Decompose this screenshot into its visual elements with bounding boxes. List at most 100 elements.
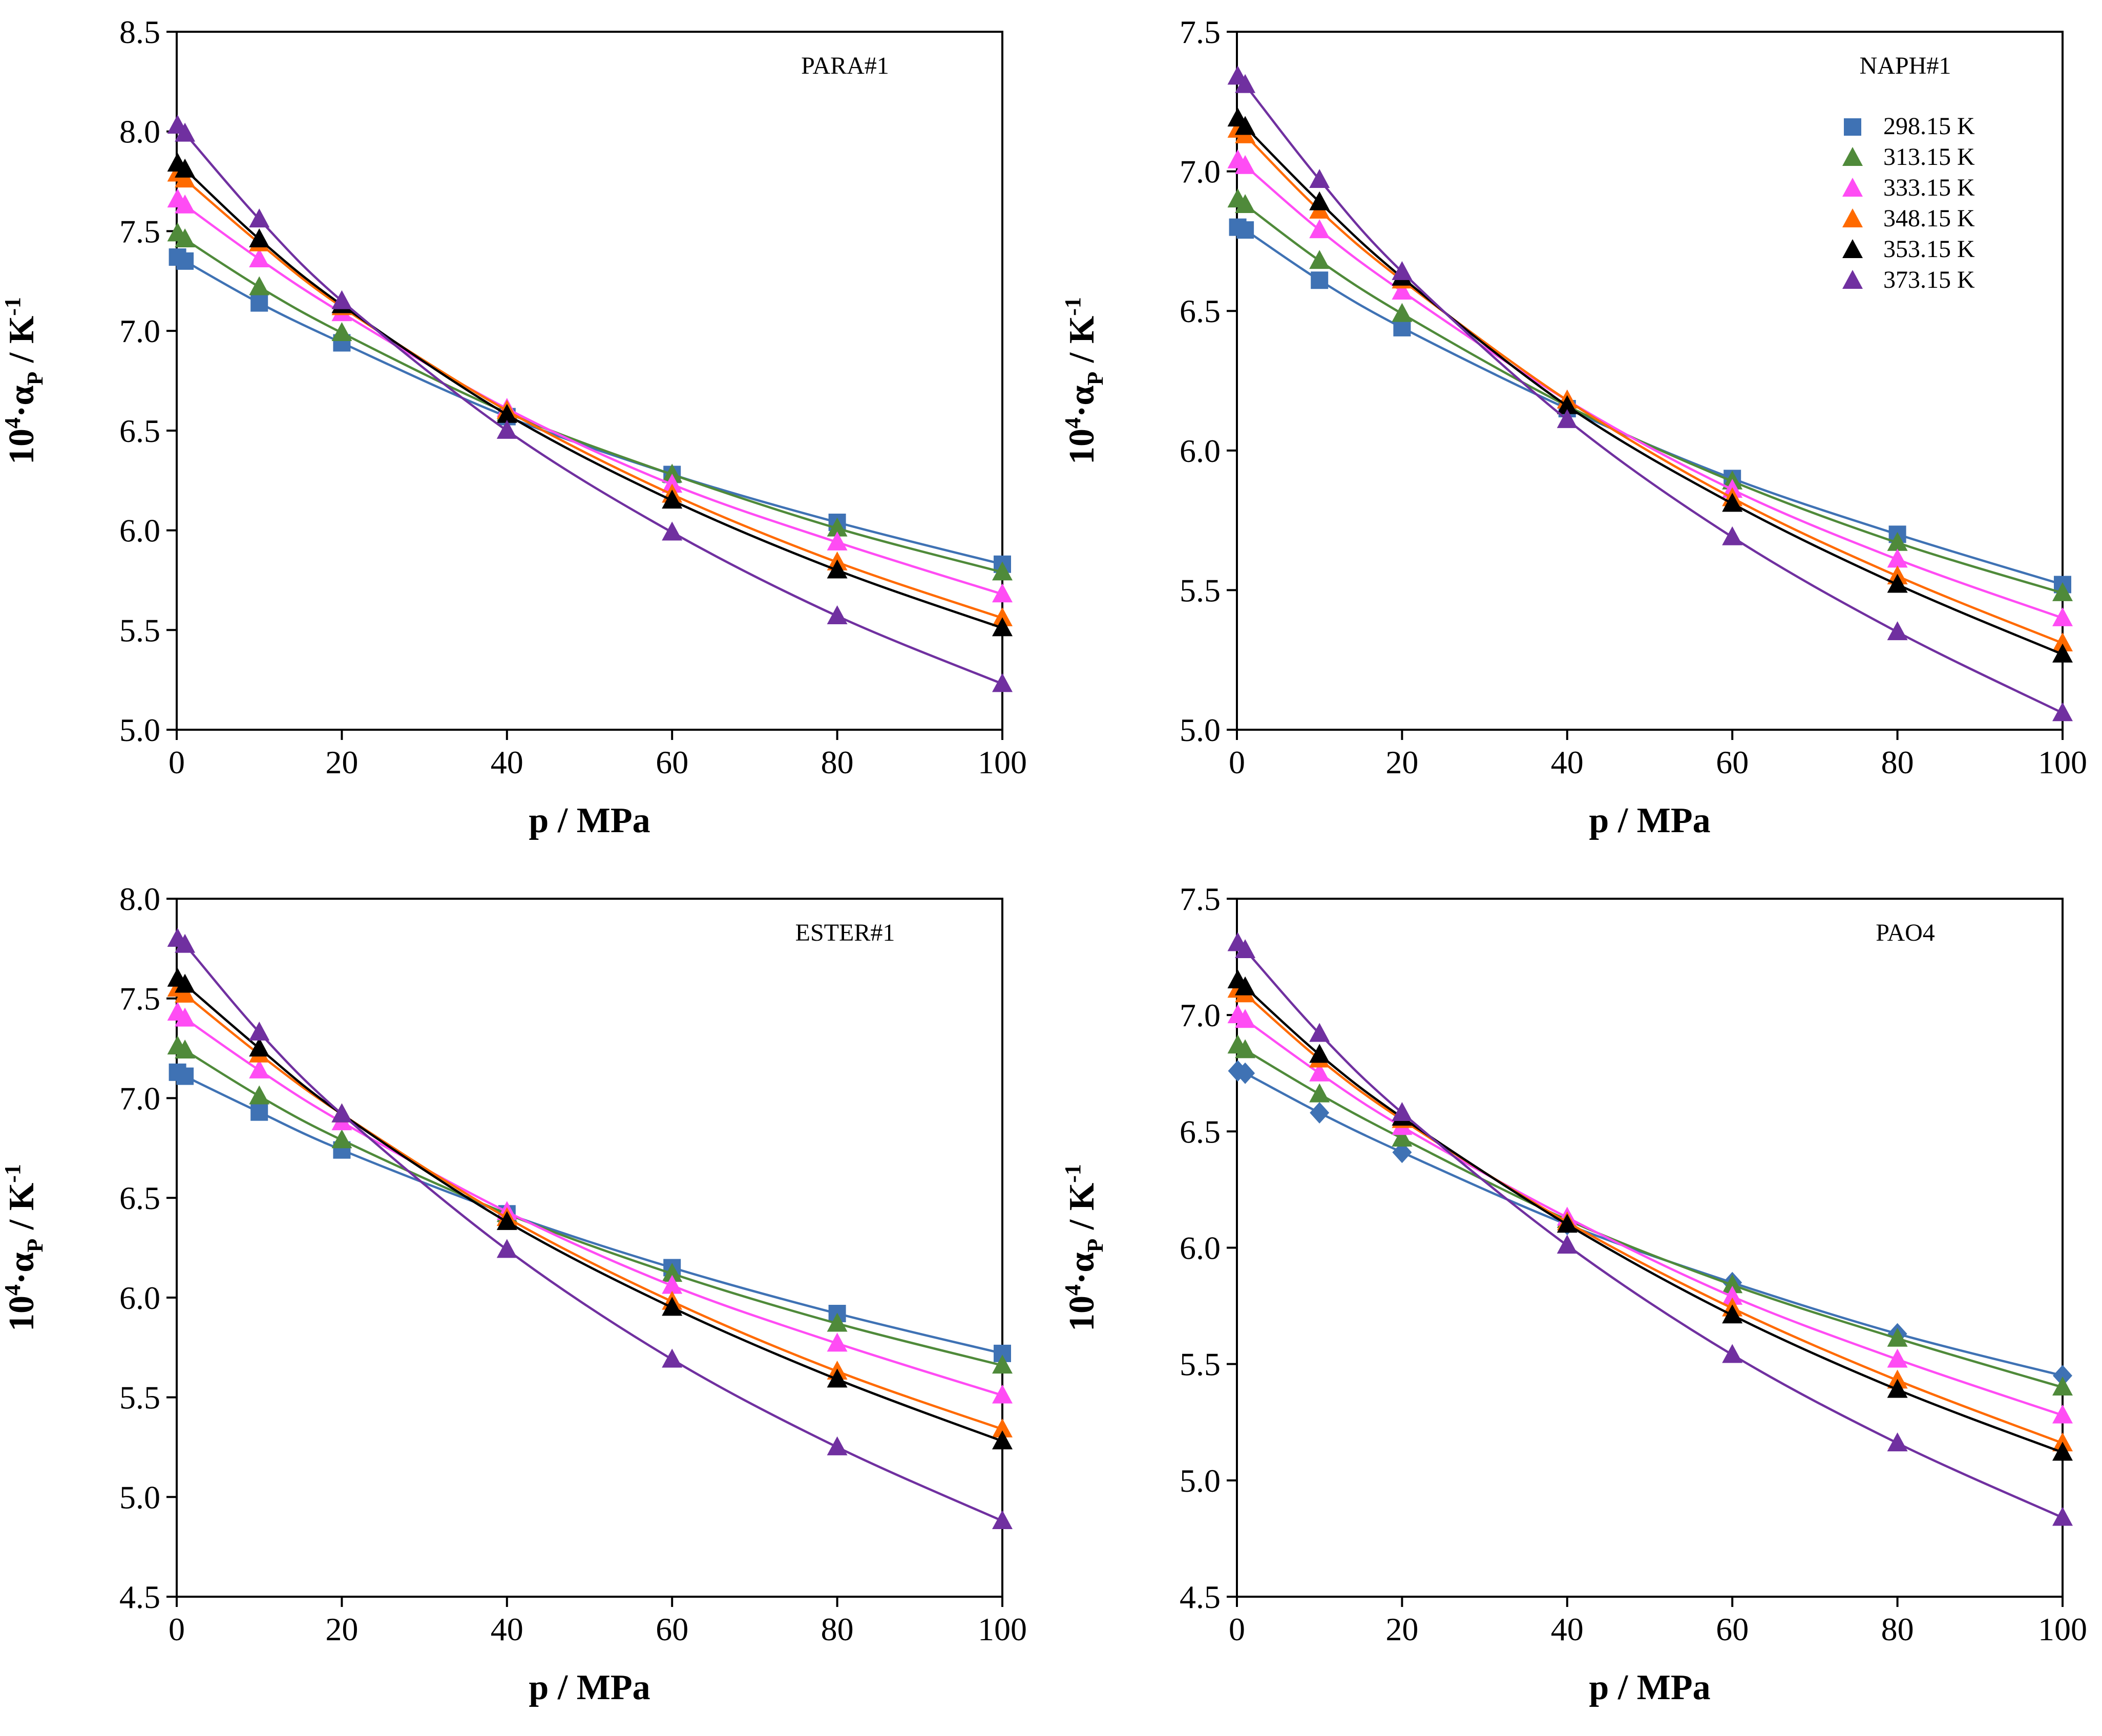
data-point (1235, 1039, 1256, 1058)
y-tick-label: 7.5 (1180, 881, 1221, 917)
series-373-15-K (167, 115, 1013, 692)
series-373-15-K (1227, 66, 2073, 722)
data-point (1722, 493, 1743, 512)
series-line (175, 976, 1003, 1443)
data-point (175, 1039, 196, 1058)
data-point (662, 490, 683, 509)
data-point (1309, 1044, 1330, 1063)
legend-marker (1842, 178, 1863, 197)
y-tick-label: 5.5 (119, 612, 160, 648)
panel-label: PARA#1 (801, 52, 889, 79)
data-point (1235, 74, 1256, 93)
y-axis-label: 104·αP / K-1 (1060, 1164, 1108, 1331)
chart-panel-ester-1: 0 20 40 60 80 100 4.5 5.0 5.5 6.0 6.5 7.0 7.5 8.0 p / … (0, 881, 1027, 1707)
legend-label: 313.15 K (1883, 143, 1975, 171)
data-point (1887, 574, 1908, 593)
data-point (827, 605, 848, 625)
data-point (992, 1510, 1013, 1530)
data-point (827, 1436, 848, 1455)
y-tick-label: 5.0 (119, 712, 160, 748)
data-point (175, 158, 196, 178)
legend-marker (1844, 118, 1861, 136)
data-point (992, 583, 1013, 603)
y-tick-label: 6.5 (1180, 1113, 1221, 1150)
series-373-15-K (1227, 932, 2073, 1526)
series-line (175, 161, 1003, 629)
data-point (496, 404, 517, 423)
data-point (2052, 1377, 2073, 1396)
x-tick-label: 20 (325, 1611, 358, 1647)
data-point (662, 463, 683, 483)
plot-area-frame (176, 898, 1003, 1598)
data-point (175, 983, 196, 1003)
data-point (2052, 643, 2073, 663)
x-tick-label: 80 (1881, 1611, 1914, 1647)
y-tick-label: 5.0 (1180, 712, 1221, 748)
series-line (175, 171, 1003, 620)
x-tick-label: 100 (2038, 1611, 2087, 1647)
x-tick-label: 20 (1385, 744, 1418, 780)
data-point (827, 517, 848, 537)
data-point (1392, 1102, 1413, 1121)
y-tick-label: 4.5 (1180, 1579, 1221, 1615)
x-axis-label: p / MPa (1589, 1668, 1710, 1707)
data-point (249, 248, 270, 267)
data-point (175, 228, 196, 248)
y-tick-label: 5.0 (1180, 1463, 1221, 1499)
series-line (175, 1044, 1003, 1367)
legend-item: 333.15 K (1842, 174, 1975, 201)
legend-label: 348.15 K (1883, 205, 1975, 232)
data-point (992, 607, 1013, 626)
data-point (249, 1038, 270, 1057)
legend-label: 298.15 K (1883, 113, 1975, 140)
data-point (662, 1348, 683, 1368)
data-point (827, 1332, 848, 1352)
series-313-15-K (167, 222, 1013, 581)
series-line (1235, 1068, 2063, 1377)
legend-item: 353.15 K (1842, 236, 1975, 263)
x-tick-label: 80 (1881, 744, 1914, 780)
series-353-15-K (1227, 969, 2073, 1461)
data-point (249, 228, 270, 248)
x-tick-label: 60 (656, 1611, 688, 1647)
data-point (1887, 548, 1908, 568)
data-point (1309, 1023, 1330, 1042)
data-point (2052, 1404, 2073, 1424)
data-point (1722, 1274, 1743, 1294)
data-point (1392, 261, 1413, 280)
chart-panel-naph-1: 0 20 40 60 80 100 5.0 5.5 6.0 6.5 7.0 7.5 p / MPa 104… (1060, 14, 2087, 840)
y-axis-label: 104·αP / K-1 (0, 297, 48, 464)
x-axis-label: p / MPa (529, 1668, 650, 1707)
x-tick-label: 60 (656, 744, 688, 780)
data-point (1392, 303, 1413, 322)
data-point (1235, 116, 1256, 135)
data-point (827, 1312, 848, 1332)
data-point (662, 521, 683, 541)
series-line (175, 1011, 1003, 1396)
series-line (175, 255, 1003, 565)
data-point (1309, 1083, 1330, 1103)
data-point (331, 322, 352, 342)
data-point (1887, 1348, 1908, 1368)
legend-marker (1842, 208, 1863, 227)
series-333-15-K (1227, 1004, 2073, 1424)
x-tick-label: 100 (2038, 744, 2087, 780)
plot-area-frame (1236, 898, 2064, 1598)
x-tick-label: 40 (1551, 744, 1584, 780)
data-point (1887, 621, 1908, 641)
y-tick-label: 5.5 (119, 1380, 160, 1416)
series-298-15-K (1228, 1060, 2072, 1387)
data-point (496, 419, 517, 439)
data-point (827, 531, 848, 551)
data-point (250, 294, 268, 312)
data-point (1235, 194, 1256, 214)
data-point (1310, 1102, 1330, 1124)
panel-label: ESTER#1 (795, 919, 895, 946)
data-point (2052, 1507, 2073, 1526)
data-point (1722, 1285, 1743, 1305)
data-point (496, 1211, 517, 1230)
data-point (496, 1239, 517, 1258)
data-point (992, 1354, 1013, 1374)
series-353-15-K (167, 153, 1013, 637)
